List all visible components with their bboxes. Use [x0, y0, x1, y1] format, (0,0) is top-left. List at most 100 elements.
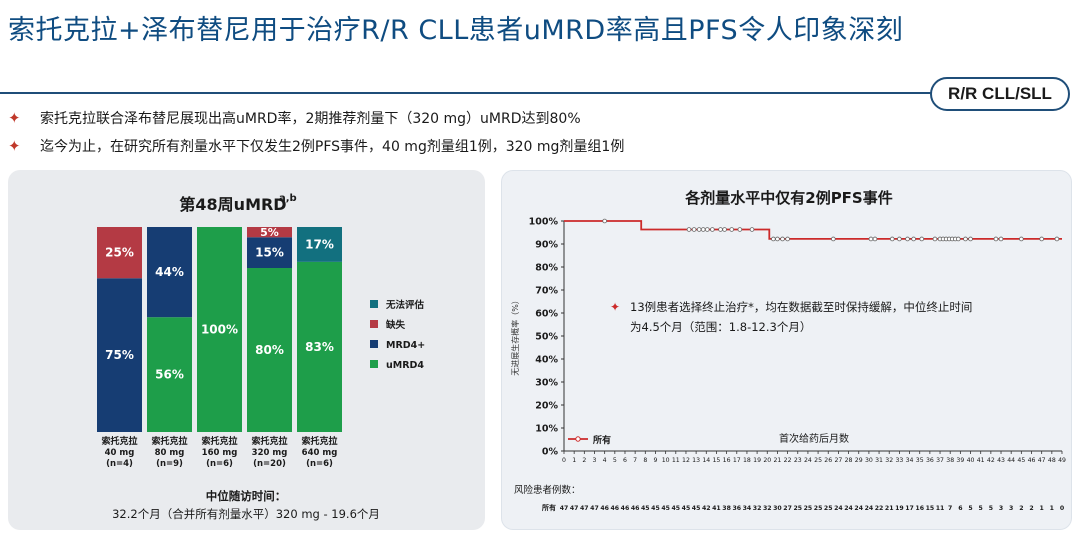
legend-label: MRD4+: [386, 340, 425, 351]
bar-segment-uMRD4: [197, 227, 242, 432]
legend-swatch: [370, 340, 378, 348]
km-censor-mark: [872, 236, 878, 242]
bar-data-label: 56%: [155, 368, 184, 382]
km-censor-mark: [919, 236, 925, 242]
risk-count: 3: [1009, 505, 1013, 512]
km-x-tick-label: 47: [1038, 457, 1046, 464]
km-x-tick-label: 7: [633, 457, 637, 464]
risk-count: 45: [651, 505, 660, 512]
km-x-tick-label: 30: [865, 457, 873, 464]
km-x-tick-label: 2: [582, 457, 586, 464]
risk-count: 38: [722, 505, 731, 512]
bar-category-label: 320 mg: [252, 448, 288, 458]
km-y-tick-label: 0%: [542, 447, 559, 458]
risk-count: 47: [590, 505, 599, 512]
km-censor-mark: [737, 227, 743, 232]
km-x-tick-label: 5: [613, 457, 617, 464]
bar-segment-MRD4: [247, 237, 292, 268]
km-censor-mark: [897, 236, 902, 242]
bar-data-label: 75%: [105, 348, 134, 362]
bar-category-label: 索托克拉: [301, 435, 337, 447]
risk-count: 46: [611, 505, 620, 512]
km-censor-mark: [686, 227, 692, 232]
km-x-tick-label: 42: [987, 457, 995, 464]
km-x-tick-label: 11: [672, 457, 680, 464]
risk-count: 25: [814, 505, 823, 512]
km-x-tick-label: 1: [572, 457, 576, 464]
km-x-tick-label: 41: [977, 457, 985, 464]
km-censor-mark: [749, 227, 755, 232]
km-censor-mark: [889, 236, 895, 242]
km-x-tick-label: 25: [814, 457, 822, 464]
km-y-tick-label: 80%: [535, 263, 558, 274]
km-x-tick-label: 19: [753, 457, 761, 464]
star-bullet-icon: ✦: [8, 137, 21, 155]
km-censor-mark: [1054, 236, 1060, 242]
km-censor-mark: [602, 218, 607, 224]
km-censor-mark: [998, 236, 1004, 242]
km-legend-label: 所有: [593, 434, 611, 446]
bar-data-label: 5%: [260, 226, 279, 239]
bar-segment-: [97, 227, 142, 279]
legend-label: 缺失: [385, 319, 406, 331]
km-censor-mark: [691, 227, 697, 232]
km-annotation-line2: 为4.5个月（范围：1.8-12.3个月）: [630, 320, 811, 334]
km-censor-mark: [993, 236, 999, 242]
bar-segment-uMRD4: [297, 261, 342, 432]
km-x-tick-label: 46: [1028, 457, 1036, 464]
legend-swatch: [370, 360, 378, 368]
risk-count: 7: [948, 505, 952, 512]
risk-count: 34: [743, 505, 752, 512]
header-divider: [0, 92, 935, 94]
risk-count: 5: [979, 505, 983, 512]
bar-category-label: 160 mg: [202, 448, 238, 458]
risk-count: 47: [560, 505, 569, 512]
bar-category-label: (n=6): [306, 459, 333, 469]
km-x-tick-label: 18: [743, 457, 751, 464]
km-censor-mark: [780, 236, 785, 242]
km-censor-mark: [1039, 236, 1044, 242]
risk-count: 17: [905, 505, 914, 512]
legend-swatch: [370, 320, 378, 328]
bar-chart-title-superscript: a,b: [279, 193, 297, 204]
km-survival-line: [564, 220, 1062, 240]
risk-table-title: 风险患者例数：: [514, 484, 581, 496]
km-x-tick-label: 28: [845, 457, 853, 464]
km-y-tick-label: 70%: [535, 286, 558, 297]
bar-data-label: 17%: [305, 237, 334, 251]
km-x-tick-label: 27: [834, 457, 842, 464]
bar-category-label: (n=4): [106, 459, 133, 469]
risk-count: 47: [570, 505, 579, 512]
risk-count: 25: [804, 505, 813, 512]
risk-count: 25: [793, 505, 802, 512]
km-censor-mark: [729, 227, 734, 232]
bar-category-label: 80 mg: [155, 448, 185, 458]
bullet-item: ✦ 索托克拉联合泽布替尼展现出高uMRD率，2期推荐剂量下（320 mg）uMR…: [8, 108, 581, 128]
risk-count: 25: [824, 505, 833, 512]
km-y-tick-label: 40%: [535, 355, 558, 366]
km-censor-mark: [956, 236, 961, 242]
km-x-tick-label: 40: [967, 457, 975, 464]
km-x-axis-label: 首次给药后月数: [779, 432, 849, 445]
risk-count: 2: [1019, 505, 1023, 512]
km-y-tick-label: 100%: [529, 217, 559, 228]
km-y-tick-label: 90%: [535, 240, 558, 251]
km-x-tick-label: 21: [773, 457, 781, 464]
km-x-tick-label: 12: [682, 457, 690, 464]
risk-count: 21: [885, 505, 894, 512]
risk-count: 46: [621, 505, 630, 512]
bar-category-label: (n=20): [253, 459, 286, 469]
bar-segment-MRD4: [97, 278, 142, 432]
km-x-tick-label: 15: [713, 457, 721, 464]
km-x-tick-label: 45: [1017, 457, 1025, 464]
km-y-tick-label: 20%: [535, 401, 558, 412]
km-annotation-line1: 13例患者选择终止治疗*，均在数据截至时保持缓解，中位终止时间: [630, 300, 972, 314]
bar-data-label: 83%: [305, 340, 334, 354]
km-censor-mark: [905, 236, 910, 242]
km-x-tick-label: 38: [946, 457, 954, 464]
km-censor-mark: [868, 236, 874, 242]
risk-count: 45: [682, 505, 691, 512]
km-y-axis-label: 无进展生存概率（%）: [510, 296, 520, 376]
bar-chart-title: 第48周uMRD: [179, 195, 286, 214]
